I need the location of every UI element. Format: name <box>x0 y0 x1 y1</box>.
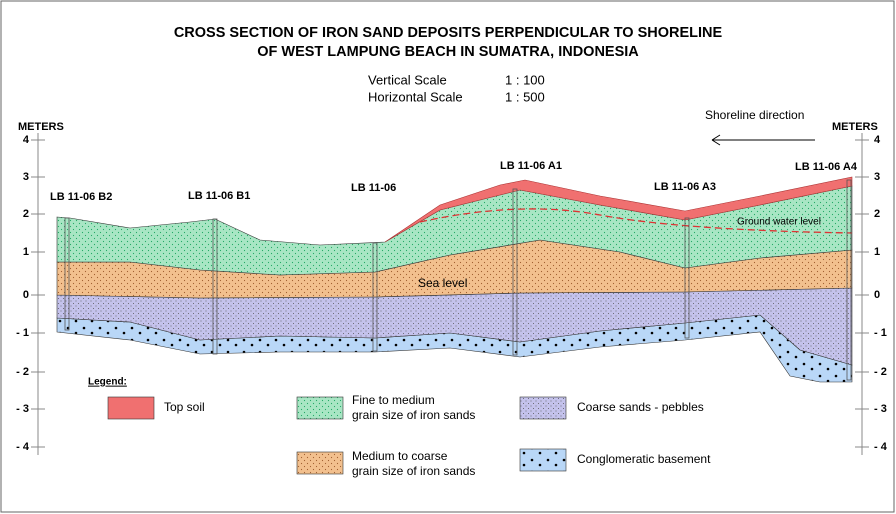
legend-label: grain size of iron sands <box>352 408 475 422</box>
tick-label: 4 <box>23 134 30 146</box>
well-label: LB 11-06 A1 <box>500 160 562 172</box>
legend-label: Fine to medium <box>352 393 435 407</box>
scale-label: Vertical Scale <box>368 72 447 87</box>
tick-label: 3 <box>874 171 880 183</box>
tick-label: 1 <box>23 246 29 258</box>
axis-label: METERS <box>18 121 64 133</box>
legend-label: grain size of iron sands <box>352 464 475 478</box>
tick-label: 0 <box>23 289 29 301</box>
axis-label: METERS <box>832 121 878 133</box>
well-label: LB 11-06 A3 <box>654 181 716 193</box>
well-label: LB 11-06 A4 <box>795 161 858 173</box>
tick-label: - 4 <box>874 441 888 453</box>
tick-label: 2 <box>874 208 880 220</box>
tick-label: 0 <box>874 289 880 301</box>
scale-value: 1 : 100 <box>505 72 545 87</box>
shoreline-label: Shoreline direction <box>705 108 804 122</box>
tick-label: - 3 <box>874 403 887 415</box>
shoreline-arrow <box>711 134 815 146</box>
tick-label: - 1 <box>16 327 29 339</box>
well-label: LB 11-06 B2 <box>50 191 112 203</box>
scale-value: 1 : 500 <box>505 89 545 104</box>
scale-label: Horizontal Scale <box>368 89 463 104</box>
legend-label: Coarse sands - pebbles <box>577 400 704 414</box>
well-label: LB 11-06 <box>351 182 396 194</box>
title: OF WEST LAMPUNG BEACH IN SUMATRA, INDONE… <box>257 44 639 60</box>
sea-level-label: Sea level <box>418 276 467 290</box>
legend-swatches <box>107 396 567 475</box>
tick-label: 1 <box>874 246 880 258</box>
layers <box>56 176 853 383</box>
well-label: LB 11-06 B1 <box>188 190 250 202</box>
tick-label: - 3 <box>16 403 29 415</box>
tick-label: 3 <box>23 171 29 183</box>
tick-label: - 1 <box>874 327 887 339</box>
legend-label: Medium to coarse <box>352 449 448 463</box>
tick-label: 4 <box>874 134 881 146</box>
tick-label: - 2 <box>16 366 29 378</box>
legend-label: Conglomeratic basement <box>577 452 711 466</box>
tick-label: 2 <box>23 208 29 220</box>
legend-title: Legend: <box>88 377 127 388</box>
tick-label: - 2 <box>874 366 887 378</box>
legend-label: Top soil <box>164 400 205 414</box>
ground-water-label: Ground water level <box>737 217 821 228</box>
title: CROSS SECTION OF IRON SAND DEPOSITS PERP… <box>174 25 723 41</box>
boreholes <box>64 179 852 381</box>
tick-label: - 4 <box>16 441 30 453</box>
